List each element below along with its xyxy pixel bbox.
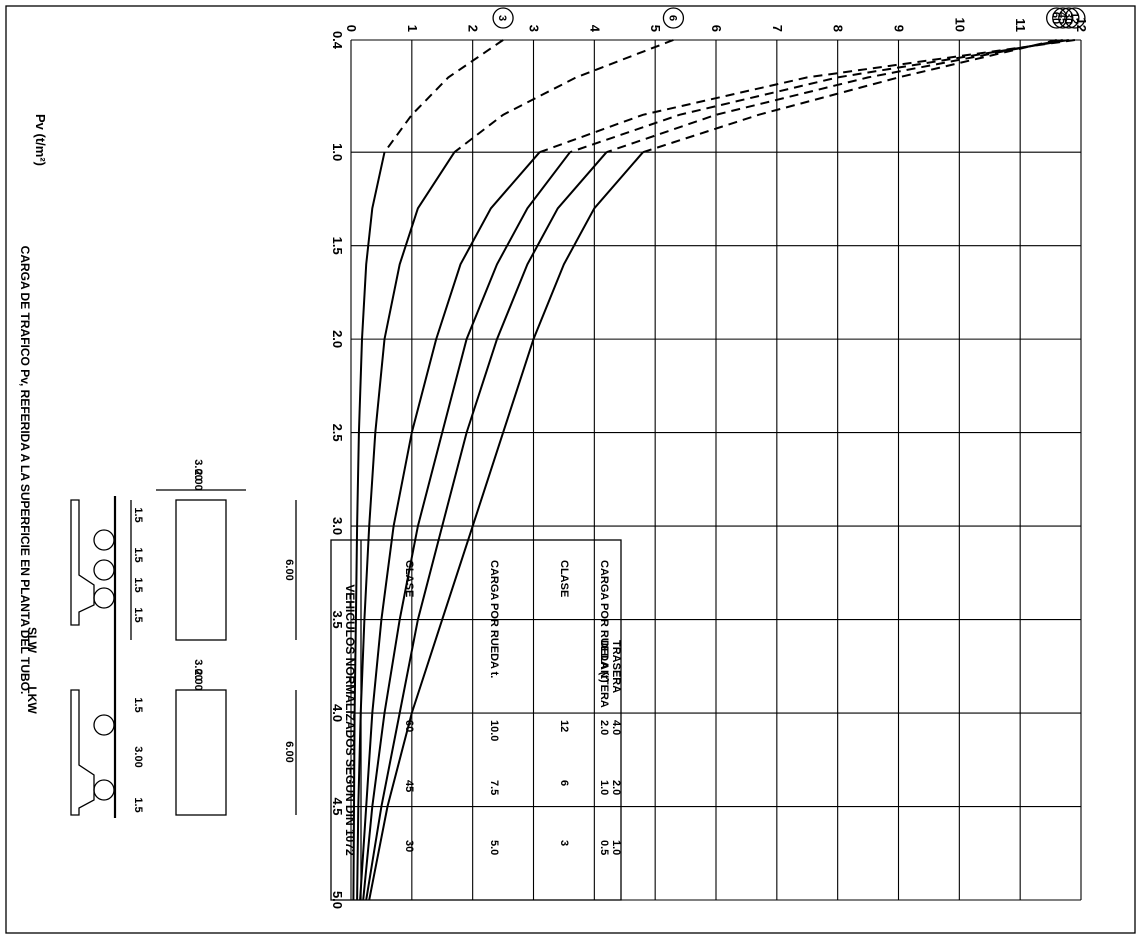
y-tick-label: 10 xyxy=(952,18,967,32)
slw-dim-2: 1.5 xyxy=(132,547,144,562)
table-slw-row-2-carga: 7.5 xyxy=(488,780,500,795)
x-tick-label: 5.0 xyxy=(330,891,345,909)
slw-dim-1: 1.5 xyxy=(132,507,144,522)
series-3-solid xyxy=(352,151,386,901)
table-slw-row-1-carga: 10.0 xyxy=(488,720,500,741)
chart-grid xyxy=(350,39,1082,901)
series-6-label: 6 xyxy=(666,15,678,21)
slw-wheel-3 xyxy=(93,587,115,609)
y-axis-title: Pv (t/m²) xyxy=(33,114,48,166)
x-tick-labels: 0.4 1.0 1.5 2.0 2.5 3.0 3.5 4.0 4.5 5.0 xyxy=(330,31,345,909)
y-tick-label: 3 xyxy=(527,25,542,32)
series-3-marker xyxy=(492,7,514,29)
series-30-marker xyxy=(1058,7,1080,29)
series-30-solid xyxy=(362,151,571,901)
table-lkw-row-3-delantera: 0.5 xyxy=(598,840,610,855)
y-tick-labels: 0 1 2 3 4 5 6 7 8 9 10 11 12 xyxy=(344,18,1089,33)
series-12-solid xyxy=(359,151,541,901)
x-tick-label: 2.5 xyxy=(330,424,345,442)
table-lkw-row-3-clase: 3 xyxy=(558,840,570,846)
table-col-clase-lkw: CLASE xyxy=(558,560,570,597)
table-slw-row-2-clase: 45 xyxy=(403,780,415,792)
series-45-marker xyxy=(1052,7,1074,29)
x-tick-label: 3.0 xyxy=(330,517,345,535)
lkw-label: LKW xyxy=(25,686,39,714)
series-12-marker xyxy=(1064,7,1086,29)
series-60-marker xyxy=(1046,7,1068,29)
series-12-dashed xyxy=(539,39,1076,154)
lkw-dim-1: 1.5 xyxy=(132,697,144,712)
series-6-marker xyxy=(662,7,685,29)
slw-wheel-2 xyxy=(93,559,115,581)
slw-dim-3: 1.5 xyxy=(132,577,144,592)
table-lkw-row-1-clase: 12 xyxy=(558,720,570,732)
lkw-dim-3: 1.5 xyxy=(132,797,144,812)
y-tick-label: 7 xyxy=(770,25,785,32)
vehicle-diagrams: SLW 1.5 1.5 1.5 1.5 6.00 2.00 3.00 LKW 1… xyxy=(25,459,297,818)
slw-wheel-1 xyxy=(93,529,115,551)
x-tick-label: 2.0 xyxy=(330,330,345,348)
lkw-dim-2: 3.00 xyxy=(132,746,144,767)
y-tick-label: 4 xyxy=(587,25,602,33)
table-lkw-row-2-trasera: 2.0 xyxy=(610,780,622,795)
y-tick-label: 2 xyxy=(466,25,481,32)
series-60-solid xyxy=(368,151,644,901)
table-lkw-row-1-trasera: 4.0 xyxy=(610,720,622,735)
series-30-dashed xyxy=(569,39,1069,154)
y-tick-label: 1 xyxy=(405,25,420,32)
x-tick-label: 4.0 xyxy=(330,704,345,722)
table-col-delantera: DELANTERA xyxy=(598,640,610,708)
table-slw-row-3-carga: 5.0 xyxy=(488,840,500,855)
series-12-label: 12 xyxy=(1068,12,1080,24)
y-tick-label: 0 xyxy=(344,25,359,32)
series-45-solid xyxy=(365,151,608,901)
y-tick-label: 8 xyxy=(831,25,846,32)
table-slw-row-3-clase: 30 xyxy=(403,840,415,852)
lkw-side-body xyxy=(70,689,95,816)
lkw-plan-view xyxy=(175,689,227,816)
series-6-solid xyxy=(356,151,456,901)
slw-plan-view xyxy=(175,499,227,641)
x-tick-label: 1.0 xyxy=(330,143,345,161)
table-lkw-row-2-delantera: 1.0 xyxy=(598,780,610,795)
slw-plan-length: 6.00 xyxy=(283,559,295,580)
y-tick-label: 11 xyxy=(1013,18,1028,32)
y-tick-label: 9 xyxy=(892,25,907,32)
slw-dim-4: 1.5 xyxy=(132,607,144,622)
table-col-carga-por-rueda: CARGA POR RUEDA (t) xyxy=(598,560,610,683)
lkw-width-1: 2.00 xyxy=(192,669,204,690)
y-tick-label: 12 xyxy=(1074,18,1089,32)
x-tick-label: 0.4 xyxy=(330,31,345,50)
slw-width-2: 3.00 xyxy=(192,459,204,480)
x-tick-label: 1.5 xyxy=(330,237,345,255)
x-tick-label: 3.5 xyxy=(330,611,345,629)
table-lkw-row-1-delantera: 2.0 xyxy=(598,720,610,735)
series-6-dashed xyxy=(453,39,674,153)
series-45-dashed xyxy=(606,39,1063,154)
slw-label: SLW xyxy=(25,627,39,654)
table-col-trasera: TRASERA xyxy=(610,640,622,693)
y-axis-label: CARGA DE TRAFICO Pv, REFERIDA A LA SUPER… xyxy=(18,246,32,695)
page-border xyxy=(5,5,1136,934)
y-tick-label: 6 xyxy=(709,25,724,32)
lkw-width-2: 3.00 xyxy=(192,659,204,680)
series-3-label: 3 xyxy=(496,15,508,21)
slw-width-1: 2.00 xyxy=(192,469,204,490)
lkw-wheel-1 xyxy=(93,714,115,736)
table-lkw-row-2-clase: 6 xyxy=(558,780,570,786)
series-60-dashed xyxy=(642,39,1057,154)
table-lkw-row-3-trasera: 1.0 xyxy=(610,840,622,855)
slw-side-body xyxy=(70,499,95,626)
lkw-plan-length: 6.00 xyxy=(283,741,295,762)
x-tick-label: 4.5 xyxy=(330,797,345,815)
lkw-wheel-2 xyxy=(93,779,115,801)
y-tick-label: 5 xyxy=(648,25,663,32)
series-3-dashed xyxy=(383,39,504,153)
